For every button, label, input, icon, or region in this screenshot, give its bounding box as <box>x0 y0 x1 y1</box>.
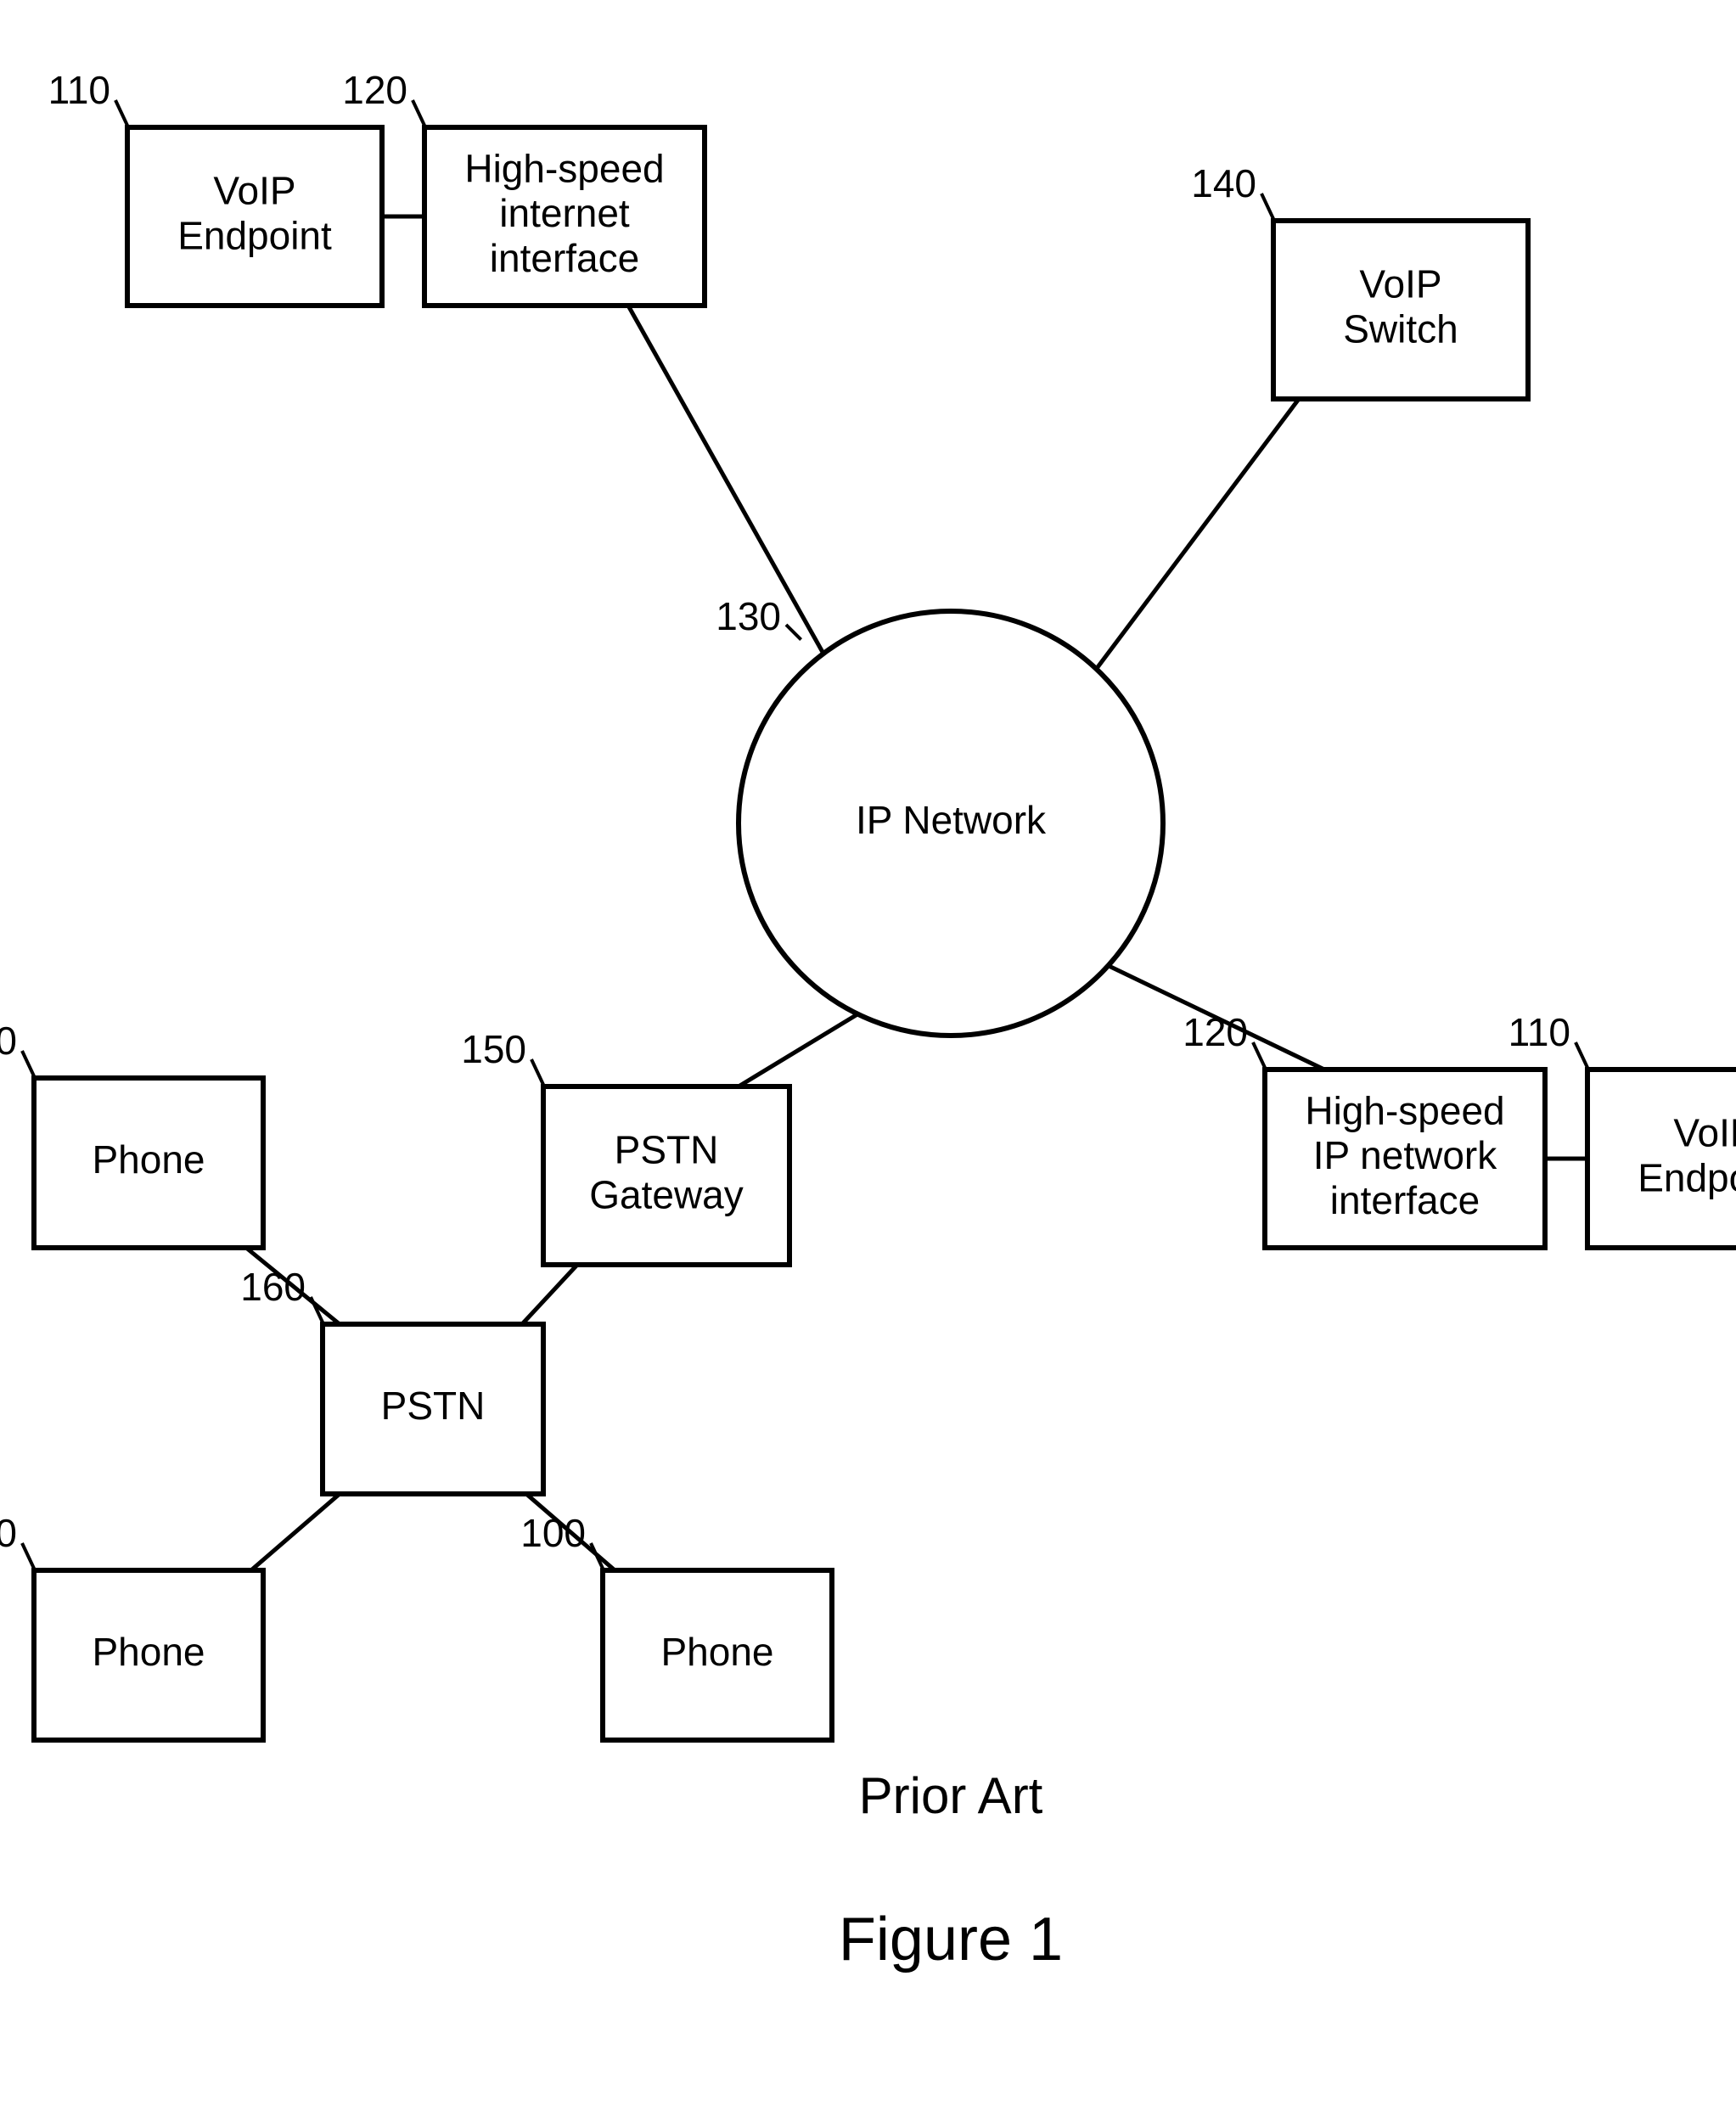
ref-tick-phone-tl <box>22 1051 36 1080</box>
ref-voip-endpoint-2: 110 <box>1508 1010 1570 1054</box>
edge-pstn-gateway-ip-network <box>739 1014 857 1086</box>
figure-label: Figure 1 <box>839 1906 1063 1973</box>
ref-pstn: 160 <box>240 1265 306 1309</box>
node-label-hs-ip-iface-1: IP network <box>1313 1133 1497 1177</box>
node-label-pstn-gateway-1: Gateway <box>589 1173 744 1217</box>
ref-tick-voip-switch <box>1261 194 1275 222</box>
node-label-voip-switch-1: Switch <box>1343 307 1458 351</box>
ref-phone-tl: 100 <box>0 1019 17 1063</box>
ref-tick-pstn-gateway <box>531 1059 545 1088</box>
ref-voip-endpoint-1: 110 <box>48 68 110 112</box>
edge-pstn-phone-bl <box>246 1494 340 1575</box>
node-label-voip-switch-0: VoIP <box>1359 262 1441 306</box>
node-label-phone-br-0: Phone <box>660 1630 773 1674</box>
node-label-hs-internet-iface-1: internet <box>499 191 630 235</box>
ref-tick-ip-network <box>786 625 801 640</box>
node-label-hs-ip-iface-0: High-speed <box>1305 1088 1504 1132</box>
node-label-voip-endpoint-1-1: Endpoint <box>177 214 332 258</box>
node-label-phone-tl-0: Phone <box>92 1137 205 1182</box>
node-label-ip-network-0: IP Network <box>856 798 1047 842</box>
ref-tick-voip-endpoint-2 <box>1576 1042 1589 1071</box>
node-label-voip-endpoint-1-0: VoIP <box>213 169 295 213</box>
ref-hs-ip-iface: 120 <box>1183 1010 1248 1054</box>
ref-ip-network: 130 <box>716 594 781 638</box>
node-label-voip-endpoint-2-1: Endpoint <box>1638 1156 1736 1200</box>
node-label-phone-bl-0: Phone <box>92 1630 205 1674</box>
ref-tick-hs-ip-iface <box>1253 1042 1267 1071</box>
node-label-voip-endpoint-2-0: VoIP <box>1673 1111 1736 1155</box>
ref-hs-internet-iface: 120 <box>342 68 407 112</box>
ref-phone-br: 100 <box>520 1511 586 1555</box>
edge-pstn-gateway-pstn <box>522 1265 577 1324</box>
node-label-hs-internet-iface-2: interface <box>490 236 639 280</box>
node-label-pstn-gateway-0: PSTN <box>615 1128 719 1172</box>
ref-tick-voip-endpoint-1 <box>115 100 129 129</box>
node-label-hs-internet-iface-0: High-speed <box>464 146 664 190</box>
node-label-pstn-0: PSTN <box>381 1384 486 1428</box>
edge-voip-switch-ip-network <box>1095 399 1299 671</box>
node-label-hs-ip-iface-2: interface <box>1330 1178 1480 1222</box>
caption-prior-art: Prior Art <box>859 1767 1043 1824</box>
ref-tick-phone-bl <box>22 1543 36 1572</box>
ref-phone-bl: 100 <box>0 1511 17 1555</box>
ref-voip-switch: 140 <box>1191 161 1256 205</box>
ref-pstn-gateway: 150 <box>461 1027 526 1071</box>
ref-tick-hs-internet-iface <box>413 100 426 129</box>
